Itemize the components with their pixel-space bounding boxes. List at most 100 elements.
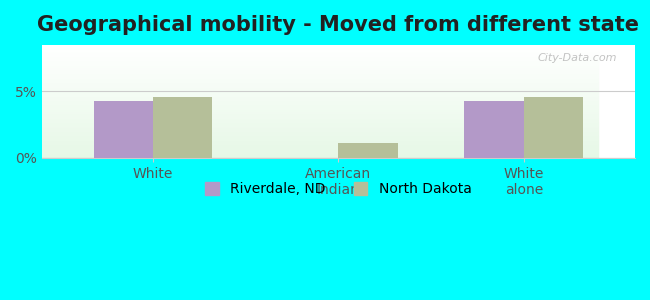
Bar xyxy=(42,63,598,64)
Bar xyxy=(42,136,598,137)
Bar xyxy=(42,69,598,70)
Bar xyxy=(42,108,598,109)
Bar xyxy=(42,90,598,91)
Bar xyxy=(42,73,598,74)
Bar xyxy=(42,110,598,111)
Bar xyxy=(42,155,598,156)
Bar xyxy=(42,64,598,65)
Bar xyxy=(42,58,598,59)
Bar xyxy=(42,89,598,90)
Text: City-Data.com: City-Data.com xyxy=(538,53,618,63)
Bar xyxy=(42,99,598,100)
Bar xyxy=(524,97,583,158)
Bar xyxy=(42,107,598,108)
Bar xyxy=(339,143,398,158)
Bar xyxy=(42,134,598,135)
Bar xyxy=(42,65,598,66)
Bar xyxy=(42,119,598,120)
Bar xyxy=(42,137,598,138)
Bar xyxy=(42,118,598,119)
Bar xyxy=(42,129,598,130)
Bar xyxy=(42,80,598,81)
Bar xyxy=(42,71,598,72)
Bar xyxy=(42,82,598,83)
Bar xyxy=(42,114,598,115)
Bar xyxy=(42,144,598,145)
Bar xyxy=(42,126,598,127)
Bar xyxy=(42,131,598,132)
Bar xyxy=(42,52,598,53)
Bar xyxy=(42,145,598,146)
Bar xyxy=(42,83,598,84)
Bar xyxy=(42,147,598,148)
Bar xyxy=(42,105,598,106)
Bar xyxy=(42,103,598,104)
Title: Geographical mobility - Moved from different state: Geographical mobility - Moved from diffe… xyxy=(37,15,640,35)
Bar xyxy=(42,154,598,155)
Bar xyxy=(42,138,598,139)
Bar xyxy=(42,48,598,49)
Bar xyxy=(42,92,598,93)
Bar xyxy=(42,87,598,88)
Bar xyxy=(42,66,598,67)
Bar xyxy=(42,56,598,57)
Bar xyxy=(42,78,598,79)
Bar xyxy=(42,45,598,46)
Bar xyxy=(153,97,213,158)
Bar xyxy=(42,153,598,154)
Bar xyxy=(42,50,598,51)
Bar xyxy=(42,149,598,150)
Bar xyxy=(42,143,598,144)
Bar xyxy=(42,140,598,141)
Bar xyxy=(42,94,598,95)
Bar xyxy=(42,51,598,52)
Bar xyxy=(42,124,598,125)
Bar xyxy=(42,135,598,136)
Bar xyxy=(42,74,598,75)
Bar xyxy=(42,148,598,149)
Bar xyxy=(42,146,598,147)
Bar xyxy=(42,139,598,140)
Bar xyxy=(42,100,598,101)
Bar xyxy=(42,72,598,73)
Bar xyxy=(42,85,598,86)
Bar xyxy=(42,97,598,98)
Bar xyxy=(42,133,598,134)
Legend: Riverdale, ND, North Dakota: Riverdale, ND, North Dakota xyxy=(200,177,477,202)
Bar xyxy=(94,101,153,158)
Bar xyxy=(42,88,598,89)
Bar xyxy=(42,157,598,158)
Bar xyxy=(42,86,598,87)
Bar xyxy=(42,96,598,97)
Bar xyxy=(42,151,598,152)
Bar xyxy=(42,156,598,157)
Bar xyxy=(42,49,598,50)
Bar xyxy=(42,70,598,71)
Bar xyxy=(42,60,598,61)
Bar xyxy=(42,76,598,77)
Bar xyxy=(42,128,598,129)
Bar xyxy=(42,46,598,47)
Bar xyxy=(42,111,598,112)
Bar xyxy=(42,102,598,103)
Bar xyxy=(42,81,598,82)
Bar xyxy=(42,47,598,48)
Bar xyxy=(42,77,598,78)
Bar xyxy=(42,54,598,55)
Bar xyxy=(42,152,598,153)
Bar xyxy=(42,61,598,62)
Bar xyxy=(42,98,598,99)
Bar xyxy=(42,122,598,123)
Bar xyxy=(42,142,598,143)
Bar xyxy=(42,115,598,116)
Bar xyxy=(42,106,598,107)
Bar xyxy=(42,104,598,105)
Bar xyxy=(42,121,598,122)
Bar xyxy=(42,91,598,92)
Bar xyxy=(42,150,598,151)
Bar xyxy=(42,101,598,102)
Bar xyxy=(42,112,598,113)
Bar xyxy=(42,117,598,118)
Bar xyxy=(42,84,598,85)
Bar xyxy=(42,67,598,68)
